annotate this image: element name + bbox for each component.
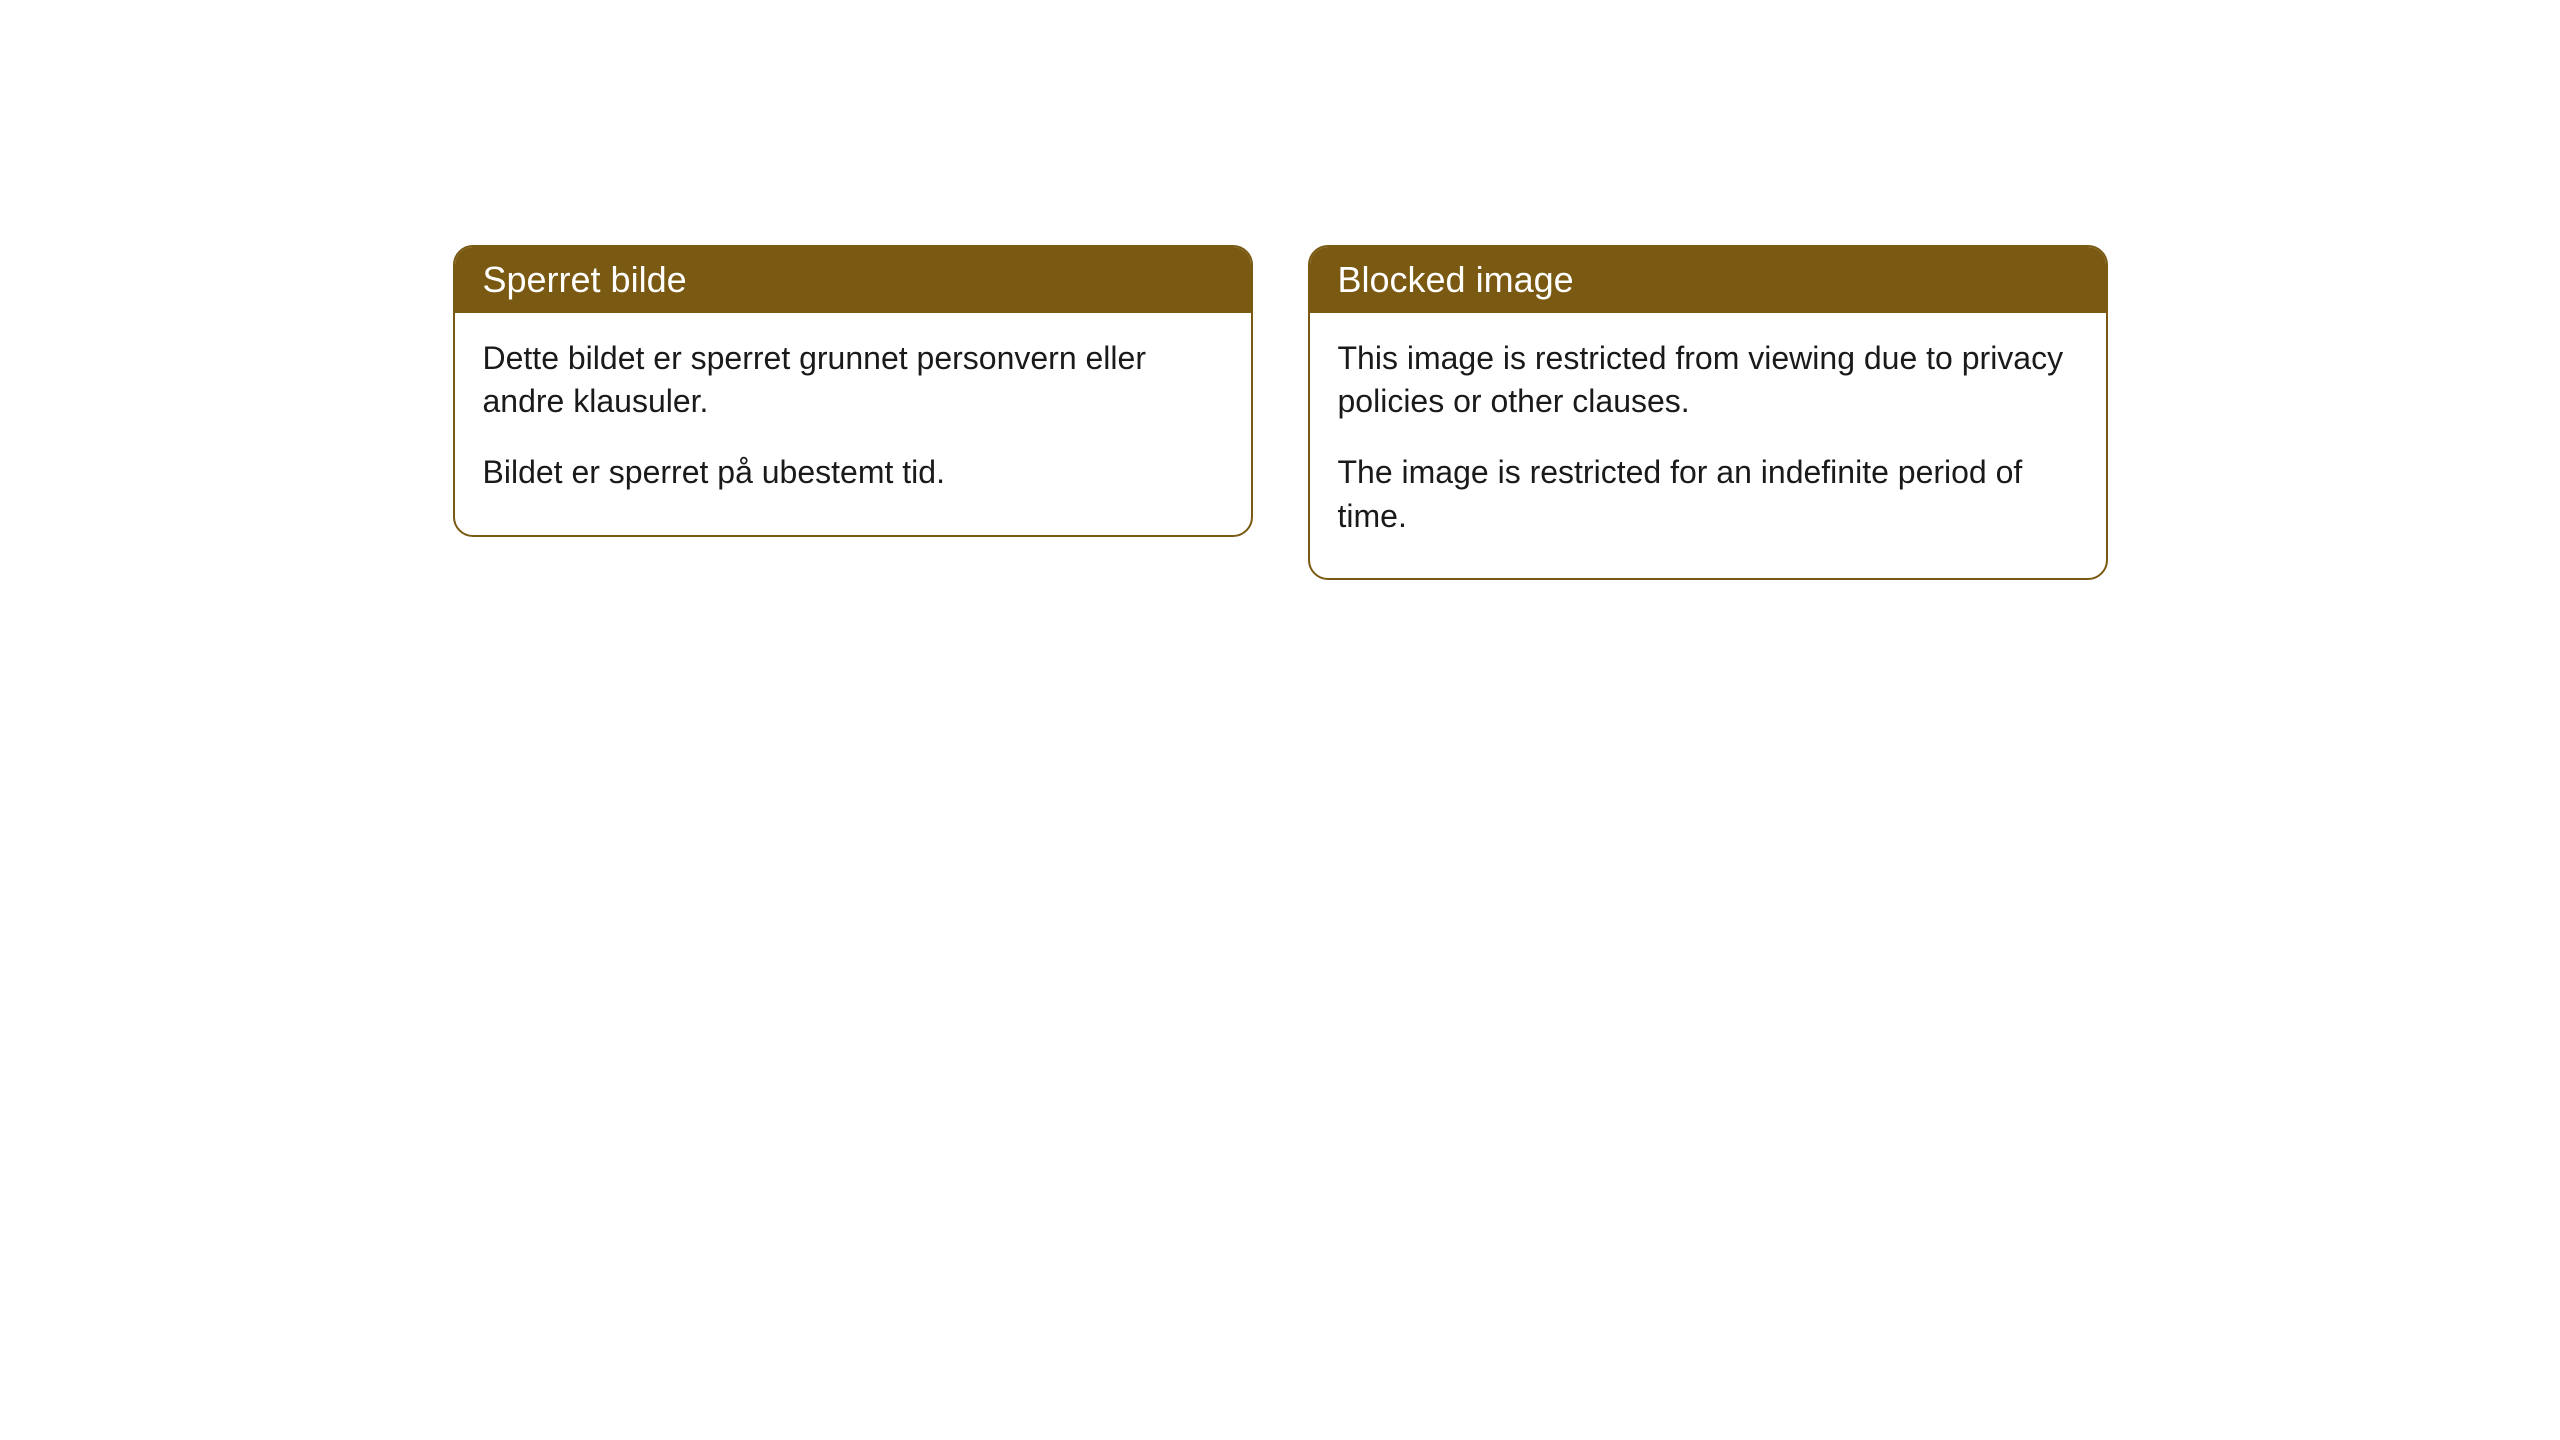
card-paragraph: Dette bildet er sperret grunnet personve…	[483, 337, 1223, 423]
card-title: Blocked image	[1310, 247, 2106, 313]
card-paragraph: The image is restricted for an indefinit…	[1338, 451, 2078, 537]
card-title: Sperret bilde	[455, 247, 1251, 313]
card-body: This image is restricted from viewing du…	[1310, 313, 2106, 578]
card-paragraph: Bildet er sperret på ubestemt tid.	[483, 451, 1223, 494]
blocked-image-card-en: Blocked image This image is restricted f…	[1308, 245, 2108, 580]
card-body: Dette bildet er sperret grunnet personve…	[455, 313, 1251, 535]
blocked-image-card-no: Sperret bilde Dette bildet er sperret gr…	[453, 245, 1253, 537]
card-paragraph: This image is restricted from viewing du…	[1338, 337, 2078, 423]
